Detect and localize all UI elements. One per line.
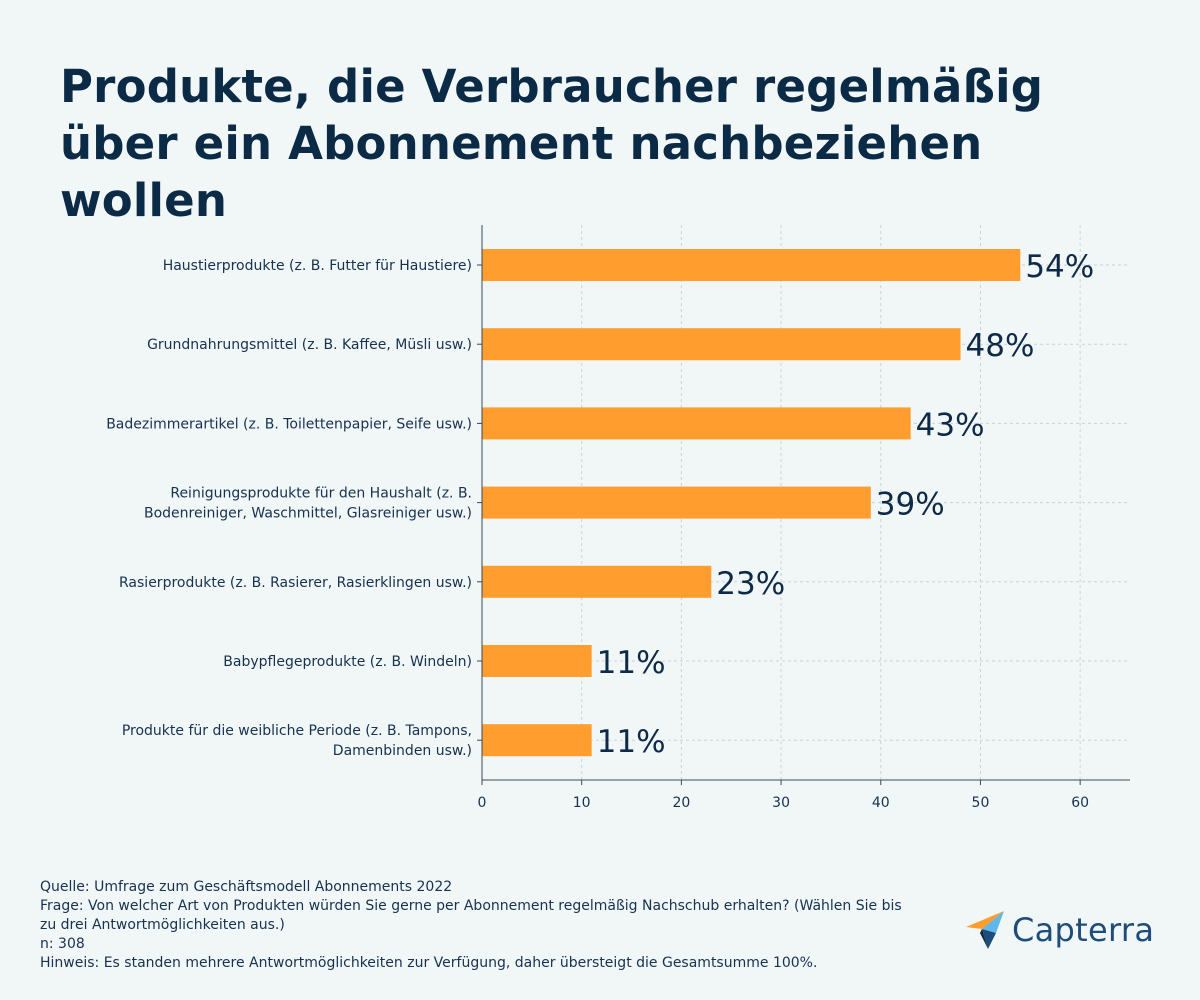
category-label: Produkte für die weibliche Periode (z. B… [122,723,472,759]
x-tick-label: 30 [772,795,790,811]
axes [477,225,1130,785]
bar [482,407,911,440]
bar [482,249,1021,281]
footer-notes: Quelle: Umfrage zum Geschäftsmodell Abon… [40,878,920,973]
category-label-line: Damenbinden usw.) [333,743,472,759]
bar [482,565,712,598]
category-label: Haustierprodukte (z. B. Futter für Haust… [163,258,472,274]
bar [482,328,961,361]
labels: 0 10 20 30 40 50 60 54% Haustierprodukte (z. B. … [106,249,1094,811]
x-tick-label: 20 [672,795,690,811]
capterra-wordmark: Capterra [1012,911,1155,949]
bar-value-label: 54% [1025,249,1094,285]
bar-value-label: 48% [966,328,1035,364]
category-label: Rasierprodukte (z. B. Rasierer, Rasierkl… [119,575,472,591]
bar [482,645,592,677]
bar-value-label: 43% [916,407,985,443]
bar-value-label: 39% [876,487,945,523]
category-label-line: Reinigungsprodukte für den Haushalt (z. … [170,486,472,502]
bar [482,486,871,519]
category-label-line: Rasierprodukte (z. B. Rasierer, Rasierkl… [119,575,472,591]
x-tick-label: 10 [573,795,591,811]
capterra-logo: Capterra [966,906,1166,954]
capterra-arrow-icon [966,911,1004,949]
category-label: Babypflegeprodukte (z. B. Windeln) [223,654,472,670]
category-label-line: Badezimmerartikel (z. B. Toilettenpapier… [106,416,472,432]
category-label-line: Produkte für die weibliche Periode (z. B… [122,723,472,739]
bar-value-label: 23% [716,566,785,602]
bars [482,249,1021,757]
category-label-line: Grundnahrungsmittel (z. B. Kaffee, Müsli… [147,337,472,353]
category-label-line: Bodenreiniger, Waschmittel, Glasreiniger… [144,506,472,522]
category-label-line: Haustierprodukte (z. B. Futter für Haust… [163,258,472,274]
bar-chart: 0 10 20 30 40 50 60 54% Haustierprodukte (z. B. … [106,225,1130,811]
sample-size-note: n: 308 [40,936,85,952]
category-label-line: Babypflegeprodukte (z. B. Windeln) [223,654,472,670]
x-tick-label: 0 [478,795,487,811]
category-label: Grundnahrungsmittel (z. B. Kaffee, Müsli… [147,337,472,353]
category-label: Badezimmerartikel (z. B. Toilettenpapier… [106,416,472,432]
bar-value-label: 11% [597,724,666,760]
hint-note: Hinweis: Es standen mehrere Antwortmögli… [40,955,818,971]
question-note: Frage: Von welcher Art von Produkten wür… [40,898,902,933]
x-tick-label: 60 [1071,795,1089,811]
x-tick-label: 50 [972,795,990,811]
category-label: Reinigungsprodukte für den Haushalt (z. … [144,486,472,522]
source-note: Quelle: Umfrage zum Geschäftsmodell Abon… [40,879,453,895]
x-tick-label: 40 [872,795,890,811]
chart-title: Produkte, die Verbraucher regelmäßig übe… [60,60,1044,227]
bar [482,724,592,757]
bar-value-label: 11% [597,645,666,681]
